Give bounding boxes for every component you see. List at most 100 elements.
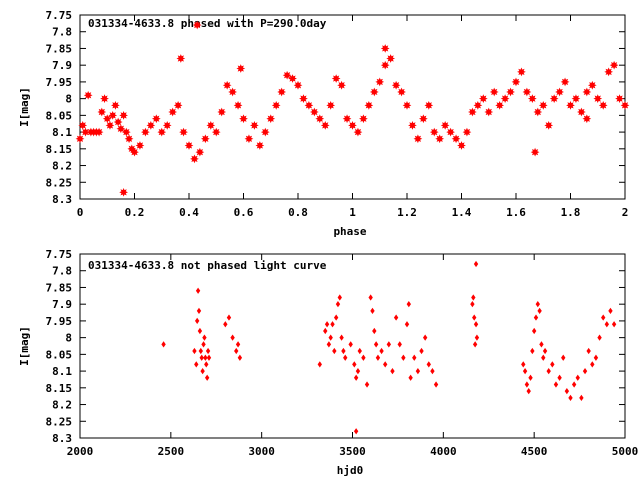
phased-data-point	[429, 127, 439, 137]
phased-data-point	[375, 77, 385, 87]
unphased-data-point	[522, 367, 528, 375]
phased-data-point	[200, 134, 210, 144]
phased-data-point	[162, 121, 172, 130]
phased-y-tick-label: 7.9	[52, 59, 72, 72]
phased-data-point	[593, 94, 603, 104]
unphased-data-point	[597, 334, 602, 341]
unphased-data-point	[161, 341, 166, 348]
phased-data-point	[604, 67, 614, 77]
phased-data-point	[468, 107, 477, 117]
phased-data-point	[260, 127, 270, 137]
unphased-data-point	[204, 374, 210, 381]
phased-y-tick-label: 8.15	[46, 143, 73, 156]
phased-data-point	[271, 100, 281, 110]
unphased-data-point	[192, 347, 197, 355]
unphased-data-point	[533, 314, 539, 321]
phased-data-point	[369, 87, 379, 97]
unphased-data-point	[586, 347, 591, 355]
phased-data-point	[228, 87, 237, 97]
unphased-data-point	[393, 314, 399, 321]
unphased-data-point	[404, 321, 410, 328]
unphased-data-point	[353, 374, 359, 381]
phased-data-point	[157, 127, 167, 137]
unphased-data-point	[373, 341, 379, 348]
phased-data-point	[511, 77, 521, 87]
unphased-data-point	[582, 367, 588, 375]
phased-data-point	[380, 44, 390, 53]
unphased-data-point	[332, 347, 337, 355]
phased-data-point	[75, 134, 85, 144]
phased-data-point	[266, 114, 276, 124]
unphased-x-tick-label: 2000	[67, 445, 94, 458]
unphased-data-point	[223, 321, 228, 328]
phased-axis-ticks: 0 0.2 0.4 0.6 0.8 1 1.2 1.4 1.6 1.8 2 7.75 7.8 7.85 7.…	[46, 9, 629, 219]
phased-y-tick-label: 7.95	[46, 76, 73, 89]
unphased-data-point	[530, 347, 535, 355]
unphased-data-point	[200, 367, 205, 375]
phased-y-tick-label: 7.8	[52, 26, 72, 39]
phased-data-point	[451, 134, 461, 144]
phased-x-tick-label: 1	[349, 206, 356, 219]
unphased-data-point	[564, 388, 570, 395]
phased-data-point	[304, 100, 314, 110]
phased-y-tick-label: 8.1	[52, 126, 72, 139]
unphased-data-point	[604, 321, 610, 328]
phased-data-point	[397, 87, 406, 97]
unphased-y-tick-label: 7.85	[46, 281, 73, 294]
unphased-data-point	[537, 307, 542, 314]
unphased-data-point	[335, 301, 341, 308]
phased-x-tick-label: 0.2	[125, 206, 145, 219]
phased-data-point	[222, 80, 232, 90]
unphased-data-point	[196, 307, 202, 314]
unphased-data-point	[204, 361, 209, 368]
phased-data-point	[100, 94, 109, 104]
phased-y-tick-label: 8.3	[52, 193, 72, 206]
phased-data-point	[598, 100, 608, 110]
unphased-data-point	[593, 354, 599, 361]
unphased-data-point	[433, 381, 439, 388]
unphased-x-tick-label: 4000	[430, 445, 457, 458]
unphased-data-point	[390, 367, 395, 375]
unphased-data-point	[541, 354, 546, 361]
phased-data-point	[364, 100, 374, 110]
unphased-data-point	[375, 354, 381, 361]
unphased-y-tick-label: 7.9	[52, 298, 72, 311]
unphased-data-point	[611, 321, 617, 328]
unphased-data-point	[590, 361, 595, 368]
phased-data-point	[517, 67, 526, 77]
unphased-y-tick-label: 8.2	[52, 399, 72, 412]
phased-data-point	[484, 107, 494, 117]
phased-data-point	[282, 70, 292, 80]
unphased-data-point	[323, 327, 328, 335]
phased-data-point	[250, 121, 259, 130]
unphased-data-point	[364, 381, 370, 388]
phased-data-point	[577, 107, 586, 117]
unphased-plot-panel: 031334-4633.8 not phased light curve hjd…	[18, 248, 638, 477]
phased-data-point	[121, 127, 131, 137]
unphased-data-point	[326, 341, 332, 348]
unphased-data-point	[415, 367, 421, 375]
phased-data-point	[380, 60, 390, 70]
unphased-data-point	[470, 301, 475, 308]
unphased-data-point	[237, 354, 243, 361]
phased-data-point	[192, 20, 202, 30]
unphased-data-point	[471, 294, 476, 301]
unphased-data-point	[206, 354, 212, 361]
unphased-data-point	[198, 347, 203, 355]
unphased-data-point	[422, 334, 428, 341]
phased-data-point	[206, 121, 216, 130]
unphased-data-point	[199, 354, 204, 361]
phased-data-point	[119, 110, 128, 120]
phased-data-point	[173, 100, 183, 110]
phased-data-point	[457, 141, 466, 150]
phased-data-point	[435, 134, 445, 144]
unphased-data-point	[557, 374, 562, 381]
unphased-data-point	[235, 341, 241, 348]
phased-data-point	[130, 147, 139, 157]
phased-data-point	[331, 74, 341, 83]
unphased-axis-ticks: 2000 2500 3000 3500 4000 4500 5000 7.75 7.8 7.85 7…	[46, 248, 639, 458]
phased-data-point	[113, 117, 123, 127]
phased-data-point	[560, 77, 570, 87]
